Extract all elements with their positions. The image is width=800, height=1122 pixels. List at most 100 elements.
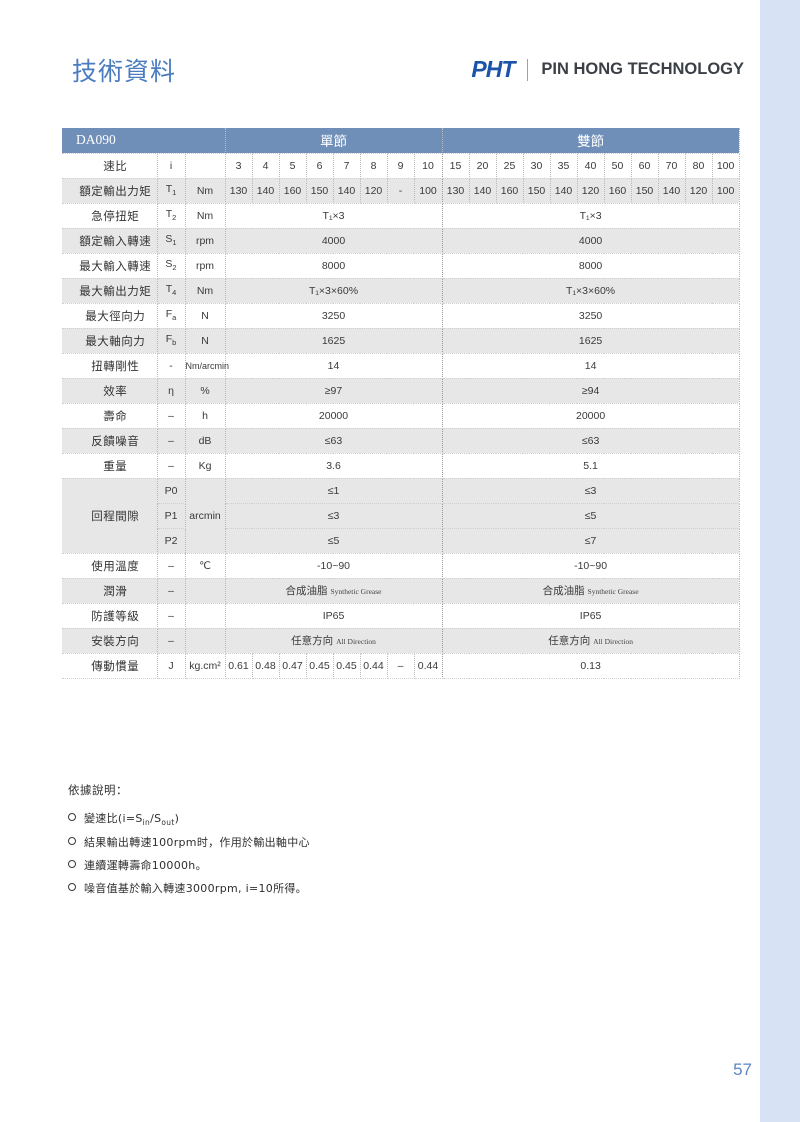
table-cell-value: 130 (225, 178, 253, 204)
row-unit: dB (185, 428, 226, 454)
table-cell-value: T₁×3×60% (442, 278, 740, 304)
table-row: 潤滑 – 合成油脂 Synthetic Grease 合成油脂 Synthetic G… (62, 578, 740, 604)
row-symbol: Fa (157, 303, 186, 329)
row-unit: ℃ (185, 553, 226, 579)
table-row: 最大輸出力矩 T4 Nm T₁×3×60% T₁×3×60% (62, 278, 740, 304)
table-cell-value: 0.48 (252, 653, 280, 679)
table-cell-value: ≥94 (442, 378, 740, 404)
page-header: 技術資料 PHT PIN HONG TECHNOLOGY (0, 52, 760, 98)
table-cell-value: 160 (604, 178, 632, 204)
row-label: 重量 (62, 453, 158, 479)
table-cell-value: ≤5 (442, 503, 740, 529)
table-cell-value: T₁×3 (225, 203, 443, 229)
row-unit (185, 603, 226, 629)
table-cell-value: 4000 (442, 228, 740, 254)
row-symbol: – (157, 428, 186, 454)
table-header-row: DA090 單節 雙節 (62, 128, 740, 154)
table-cell-value: 70 (658, 153, 686, 179)
table-cell-value: 9 (387, 153, 415, 179)
table-cell-value: 0.44 (414, 653, 443, 679)
table-cell-value: ≤5 (225, 528, 443, 554)
row-symbol: i (157, 153, 186, 179)
table-row: 效率 η% ≥97 ≥94 (62, 378, 740, 404)
table-cell-value: 6 (306, 153, 334, 179)
notes-section: 依據說明： 變速比(i=Sin/Sout) 結果輸出轉速100rpm时，作用於輸出… (68, 782, 508, 903)
note-text: 變速比(i=Sin/Sout) (84, 812, 180, 828)
table-cell-value: 20000 (442, 403, 740, 429)
row-symbol: T4 (157, 278, 186, 304)
row-symbol: – (157, 628, 186, 654)
row-unit: Kg (185, 453, 226, 479)
row-unit: Nm/arcmin (185, 353, 229, 379)
table-cell-value: 120 (577, 178, 605, 204)
note-text: 結果輸出轉速100rpm时，作用於輸出軸中心 (84, 836, 310, 850)
row-unit: Nm (185, 278, 226, 304)
table-cell-value: -10~90 (442, 553, 740, 579)
table-row: 最大輸入轉速 S2 rpm 8000 8000 (62, 253, 740, 279)
row-label: 壽命 (62, 403, 158, 429)
table-cell-value: 160 (279, 178, 307, 204)
row-label: 安裝方向 (62, 628, 158, 654)
table-cell-value: 30 (523, 153, 551, 179)
table-row: 最大軸向力 Fb N 1625 1625 (62, 328, 740, 354)
table-row-backlash: P2 ≤5 ≤7 (62, 528, 740, 554)
table-cell-value: 140 (333, 178, 361, 204)
table-cell-value: 14 (225, 353, 443, 379)
table-cell-value: 10 (414, 153, 443, 179)
row-symbol: - (157, 353, 186, 379)
row-label: 使用溫度 (62, 553, 158, 579)
table-cell-value: 3.6 (225, 453, 443, 479)
row-label: 急停扭矩 (62, 203, 158, 229)
bullet-icon (68, 813, 76, 821)
model-name-header: DA090 (62, 128, 226, 154)
table-row: 反饋噪音 – dB ≤63 ≤63 (62, 428, 740, 454)
table-row: 急停扭矩 T2 Nm T₁×3 T₁×3 (62, 203, 740, 229)
table-cell-value: 160 (496, 178, 524, 204)
table-cell-value: -10~90 (225, 553, 443, 579)
table-cell-value: 50 (604, 153, 632, 179)
table-cell-value: 25 (496, 153, 524, 179)
table-cell-value: ≥97 (225, 378, 443, 404)
table-row: 扭轉剛性 - Nm/arcmin 14 14 (62, 353, 740, 379)
row-label: 傳動慣量 (62, 653, 158, 679)
table-cell-value: 35 (550, 153, 578, 179)
table-cell-value: 14 (442, 353, 740, 379)
table-cell-value: 80 (685, 153, 713, 179)
table-cell-value: 40 (577, 153, 605, 179)
single-stage-header: 單節 (225, 128, 443, 154)
row-unit: rpm (185, 228, 226, 254)
table-row: 使用溫度 – ℃ -10~90 -10~90 (62, 553, 740, 579)
table-cell-value: ≤63 (225, 428, 443, 454)
table-cell-value: 8000 (442, 253, 740, 279)
bullet-icon (68, 837, 76, 846)
table-cell-value: 150 (631, 178, 659, 204)
table-cell-value: ≤63 (442, 428, 740, 454)
table-cell-value: 5 (279, 153, 307, 179)
table-cell-value: 5.1 (442, 453, 740, 479)
table-cell-value: 4 (252, 153, 280, 179)
row-unit (185, 628, 226, 654)
row-label: 速比 (62, 153, 158, 179)
pht-logo-mark: PHT (471, 56, 515, 82)
note-item: 連續運轉壽命10000h。 (68, 857, 508, 873)
bullet-icon (68, 860, 76, 869)
note-item: 噪音值基於輸入轉速3000rpm, i=10所得。 (68, 880, 508, 896)
note-item: 結果輸出轉速100rpm时，作用於輸出軸中心 (68, 834, 508, 850)
row-unit: Nm (185, 178, 226, 204)
table-cell-value: 3 (225, 153, 253, 179)
table-cell-value: 20000 (225, 403, 443, 429)
row-unit (185, 153, 226, 179)
table-row-backlash: 回程間隙 P0 arcmin ≤1 ≤3 (62, 478, 740, 554)
table-row: 重量 – Kg 3.6 5.1 (62, 453, 740, 479)
table-body: 速比 i 3 4 5 6 7 8 9 10 15 20 25 30 35 40 50 60 70 80 100 額定輸出力… (62, 153, 740, 679)
table-cell-value: 140 (252, 178, 280, 204)
table-cell-value: 8 (360, 153, 388, 179)
table-cell-value: 0.13 (442, 653, 740, 679)
table-cell-value: ≤1 (225, 478, 443, 504)
table-cell-value: ≤3 (442, 478, 740, 504)
table-cell-value: 0.45 (306, 653, 334, 679)
specification-table: DA090 單節 雙節 速比 i 3 4 5 6 7 8 9 10 15 20 25 30 35 40 50 60… (62, 128, 740, 679)
row-unit: % (185, 378, 226, 404)
